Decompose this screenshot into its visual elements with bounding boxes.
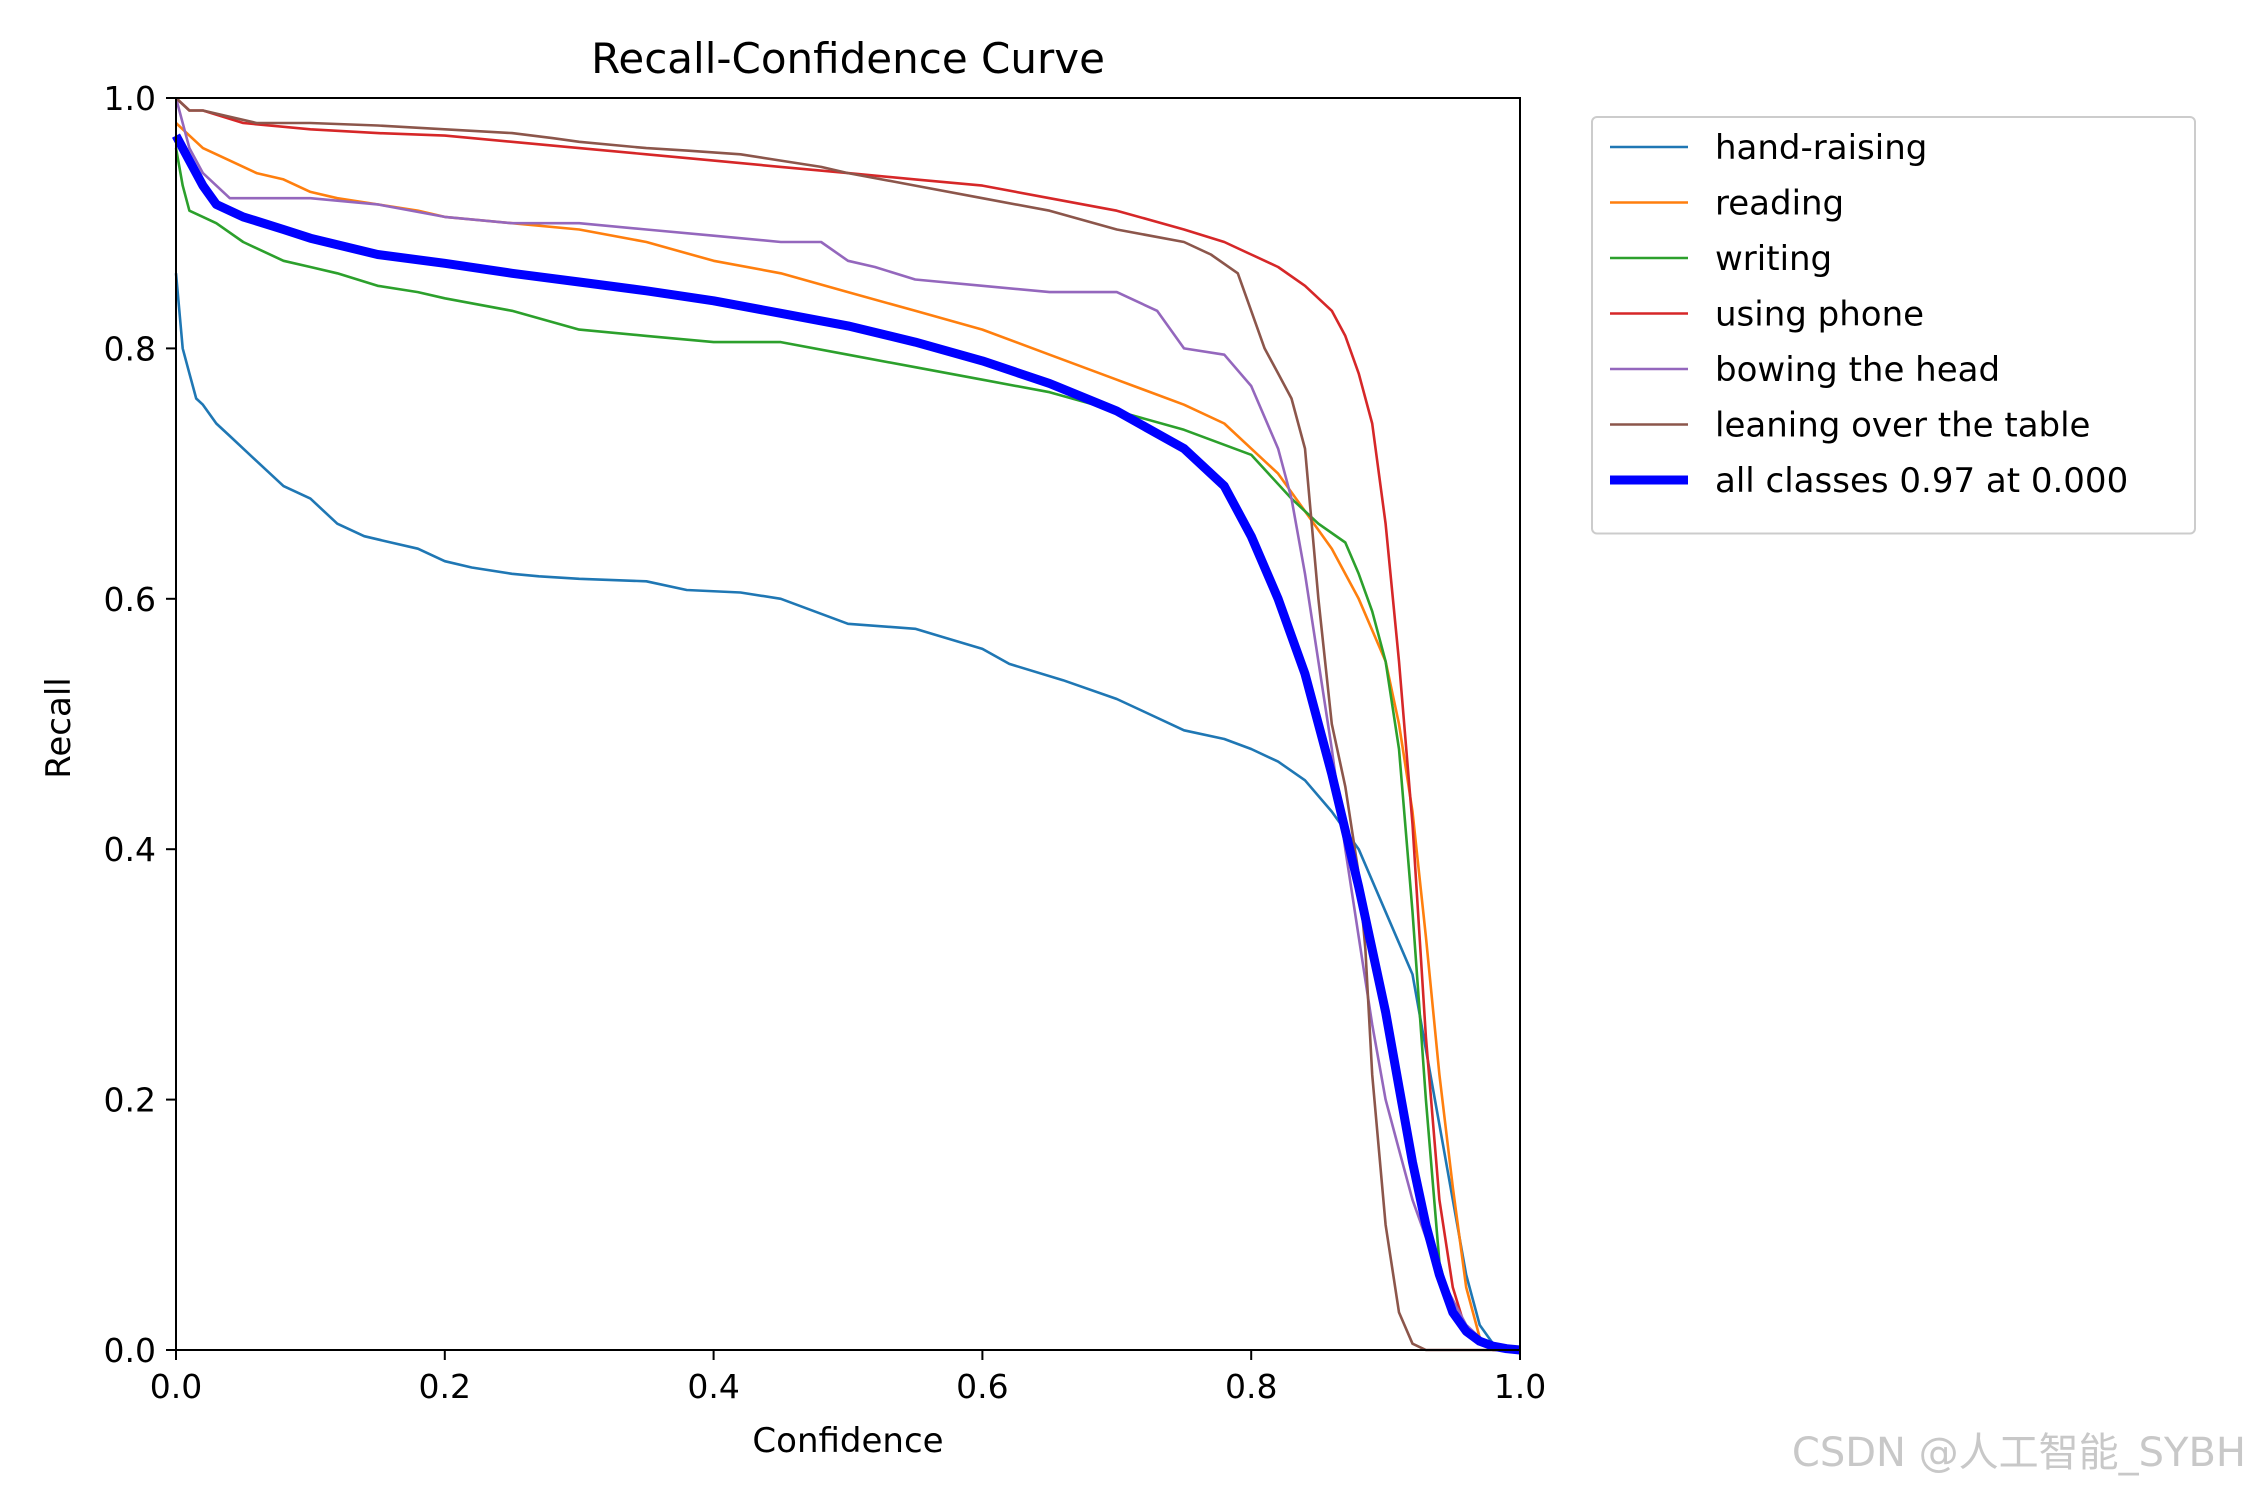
y-tick-label: 0.6: [104, 580, 156, 619]
watermark: CSDN @人工智能_SYBH: [1791, 1430, 2246, 1476]
legend-label-3: using phone: [1715, 295, 1924, 335]
series-line-2: [174, 147, 1520, 1352]
legend-label-4: bowing the head: [1715, 350, 2000, 390]
x-tick-label: 0.4: [687, 1367, 739, 1406]
legend-label-0: hand-raising: [1715, 128, 1927, 168]
plot-frame: [175, 97, 1521, 1351]
x-tick-label: 0.0: [150, 1367, 202, 1406]
series-line-4: [174, 97, 1520, 1352]
chart-title: Recall-Confidence Curve: [591, 34, 1105, 83]
y-tick-label: 1.0: [104, 79, 156, 118]
x-tick-label: 0.2: [419, 1367, 471, 1406]
x-axis-label: Confidence: [752, 1421, 943, 1461]
y-tick-label: 0.4: [104, 830, 156, 869]
series-line-1: [175, 122, 1520, 1352]
x-tick-label: 0.8: [1225, 1367, 1277, 1406]
series-line-3: [175, 97, 1520, 1352]
y-axis-label: Recall: [39, 677, 79, 778]
y-tick-label: 0.2: [104, 1081, 156, 1120]
legend-box: [1591, 116, 2196, 535]
legend-label-6: all classes 0.97 at 0.000: [1715, 461, 2128, 501]
y-axis-ticks: 0.0 0.2 0.4 0.6 0.8 1.0: [104, 79, 176, 1370]
x-tick-label: 0.6: [956, 1367, 1008, 1406]
legend-label-5: leaning over the table: [1715, 406, 2090, 446]
y-tick-label: 0.8: [104, 329, 156, 368]
series-line-0: [174, 273, 1521, 1352]
x-tick-label: 1.0: [1494, 1367, 1546, 1406]
legend: hand-raising reading writing using phone bow…: [1591, 116, 2196, 535]
plot-lines: [172, 97, 1521, 1355]
x-axis-ticks: 0.0 0.2 0.4 0.6 0.8 1.0: [150, 1350, 1546, 1406]
legend-label-2: writing: [1715, 239, 1832, 279]
series-line-6: [172, 133, 1521, 1355]
y-tick-label: 0.0: [104, 1331, 156, 1370]
legend-label-1: reading: [1715, 184, 1844, 224]
